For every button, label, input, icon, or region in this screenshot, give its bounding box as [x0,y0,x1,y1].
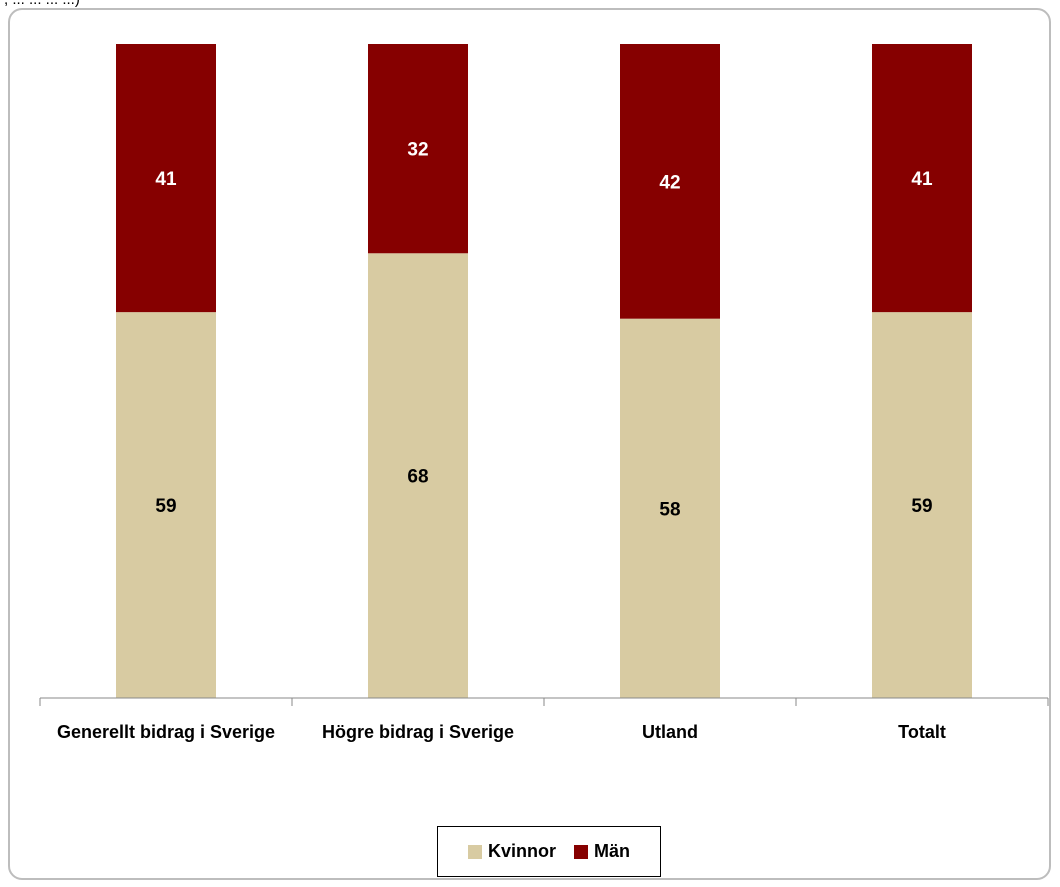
x-tick-label-generellt-bidrag-i-sverige: Generellt bidrag i Sverige [57,722,275,742]
labels-layer: 59 41 Generellt bidrag i Sverige 68 32 Högre … [57,140,946,742]
bar-man-totalt [872,44,972,313]
data-label-man-generellt-bidrag-i-sverige: 41 [155,169,177,190]
data-label-kvinnor-hogre-bidrag-i-sverige: 68 [407,467,428,488]
top-caption: , ... ... ... ...) [4,0,80,8]
data-label-kvinnor-totalt: 59 [911,496,932,517]
legend-item-man: Män [574,841,630,862]
legend-item-kvinnor: Kvinnor [467,841,556,862]
legend-swatch-man [574,844,588,859]
bar-kvinnor-utland [620,318,720,698]
bars-layer [116,44,972,698]
x-tick-label-utland: Utland [642,722,698,742]
x-tick-label-totalt: Totalt [898,722,946,742]
legend-swatch-kvinnor [467,844,482,859]
legend-label-man: Män [594,841,630,861]
data-label-man-totalt: 41 [911,169,933,190]
bar-kvinnor-generellt-bidrag-i-sverige [116,312,216,698]
bar-kvinnor-hogre-bidrag-i-sverige [368,253,468,698]
x-tick-label-hogre-bidrag-i-sverige: Högre bidrag i Sverige [322,722,514,742]
data-label-kvinnor-utland: 58 [659,499,680,520]
x-axis [39,697,1049,706]
bar-man-hogre-bidrag-i-sverige [368,44,468,254]
data-label-kvinnor-generellt-bidrag-i-sverige: 59 [155,496,176,517]
bar-man-utland [620,44,720,319]
data-label-man-utland: 42 [659,172,680,193]
legend-label-kvinnor: Kvinnor [487,841,556,861]
bar-man-generellt-bidrag-i-sverige [116,44,216,313]
data-label-man-hogre-bidrag-i-sverige: 32 [407,140,428,161]
legend: Kvinnor Män [437,826,661,877]
bar-kvinnor-totalt [872,312,972,698]
